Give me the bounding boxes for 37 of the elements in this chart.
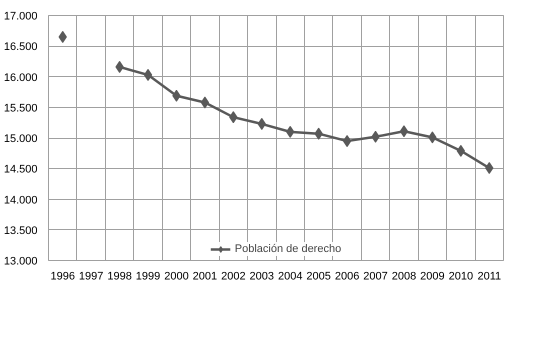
point — [456, 144, 466, 157]
x-tick-label: 2003 — [250, 270, 274, 282]
y-tick-label: 14.500 — [4, 164, 38, 176]
y-tick-label: 13.500 — [4, 224, 38, 237]
y-tick-label: 15.500 — [4, 102, 38, 114]
point — [371, 130, 380, 143]
point — [314, 128, 323, 140]
legend-label: Población de derecho — [234, 242, 342, 256]
point — [428, 131, 437, 144]
x-tick-label: 1996 — [50, 270, 75, 282]
x-tick-label: 1997 — [78, 270, 104, 282]
y-tick-label: 15.000 — [4, 133, 38, 145]
x-tick-label: 2007 — [363, 270, 388, 282]
point — [115, 60, 124, 73]
y-tick-label: 16.500 — [4, 41, 38, 54]
y-tick-label: 13.000 — [4, 256, 38, 268]
x-tick-label: 2008 — [392, 270, 416, 282]
x-tick-label: 2000 — [164, 270, 189, 282]
x-tick-label: 2001 — [192, 270, 218, 282]
x-tick-label: 2011 — [477, 270, 502, 282]
x-tick-label: 2009 — [420, 270, 445, 282]
y-tick-label: 16.000 — [4, 72, 38, 84]
x-tick-label: 2010 — [448, 270, 474, 282]
x-tick-label: 2005 — [306, 270, 331, 282]
point — [172, 90, 181, 102]
y-tick-label: 17.000 — [4, 10, 38, 22]
y-tick-label: 14.000 — [4, 194, 38, 206]
point — [144, 68, 152, 81]
point — [200, 96, 210, 108]
point — [342, 135, 352, 148]
x-tick-label: 1999 — [136, 270, 160, 282]
x-tick-label: 1998 — [107, 270, 132, 282]
point — [400, 125, 408, 138]
point — [229, 111, 238, 124]
x-tick-label: 2002 — [221, 270, 246, 282]
x-tick-label: 2004 — [278, 270, 302, 282]
x-tick-label: 2006 — [334, 270, 360, 282]
